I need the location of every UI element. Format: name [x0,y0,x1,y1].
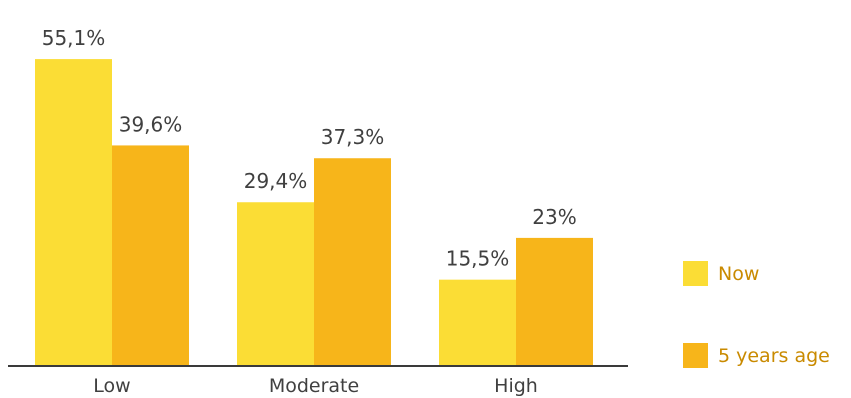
value-label-high-now: 15,5% [446,247,510,271]
legend: Now 5 years age [683,261,830,368]
category-labels-layer: Low Moderate High [93,375,538,397]
value-label-low-5-years-age: 39,6% [119,112,183,136]
value-label-high-5-years-age: 23% [532,205,576,229]
bar-low-5-years-age [112,145,189,366]
category-label-high: High [494,375,538,397]
value-label-moderate-now: 29,4% [244,169,308,193]
bar-low-now [35,59,112,367]
bars-layer [35,59,593,367]
category-label-low: Low [93,375,130,397]
legend-swatch-now [683,261,708,286]
value-label-low-now: 55,1% [42,26,106,50]
category-label-moderate: Moderate [269,375,359,397]
value-label-moderate-5-years-age: 37,3% [321,125,385,149]
legend-label-now: Now [718,263,759,285]
legend-label-5-years-age: 5 years age [718,345,830,367]
bar-moderate-now [237,202,314,366]
bar-high-now [439,279,516,366]
bar-moderate-5-years-age [314,158,391,366]
bar-high-5-years-age [516,237,593,366]
legend-swatch-5-years-age [683,343,708,368]
value-labels-layer: 55,1% 39,6% 29,4% 37,3% 15,5% 23% [42,26,577,271]
